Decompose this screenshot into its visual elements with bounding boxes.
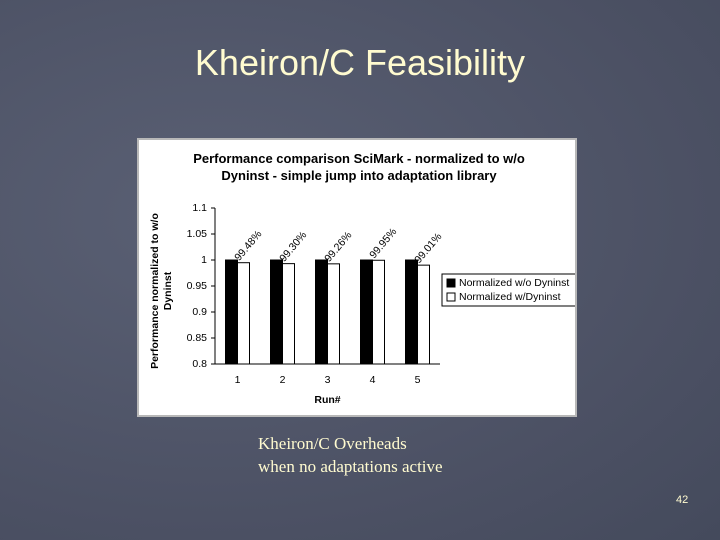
- bar: [372, 259, 385, 365]
- x-tick-label: 4: [370, 374, 376, 386]
- bar: [405, 259, 418, 365]
- value-label: 99.95%: [367, 226, 399, 261]
- caption: when no adaptations active: [258, 457, 443, 476]
- page-number: 42: [676, 494, 689, 506]
- x-axis-label: Run#: [314, 394, 340, 406]
- caption: Kheiron/C Overheads: [258, 434, 407, 453]
- x-tick-label: 2: [280, 374, 286, 386]
- x-tick-label: 3: [325, 374, 331, 386]
- y-tick-label: 0.85: [187, 332, 208, 344]
- legend-swatch: [446, 292, 456, 302]
- bar: [315, 259, 328, 365]
- y-tick-label: 1: [201, 254, 207, 266]
- bar: [237, 262, 250, 365]
- y-tick-label: 0.8: [192, 358, 207, 370]
- legend-swatch: [446, 278, 456, 288]
- y-tick-label: 0.9: [192, 306, 207, 318]
- value-label: 99.26%: [322, 229, 354, 264]
- chart-title: Performance comparison SciMark - normali…: [193, 151, 525, 183]
- x-tick-label: 1: [235, 374, 241, 386]
- value-label: 99.01%: [412, 231, 444, 266]
- legend-label: Normalized w/Dyninst: [459, 291, 561, 303]
- x-tick-label: 5: [415, 374, 421, 386]
- y-tick-label: 1.1: [192, 202, 207, 214]
- y-tick-label: 0.95: [187, 280, 208, 292]
- bar: [360, 259, 373, 365]
- chart: 0.8 0.85 0.9 0.95 1 1.05 1.1 1 99.48% 2 99.30% 3 99.…: [137, 138, 577, 417]
- bar: [225, 259, 238, 365]
- chart-svg: 0.8 0.85 0.9 0.95 1 1.05 1.1 1 99.48% 2 99.30% 3 99.…: [187, 202, 575, 406]
- bar: [270, 259, 283, 365]
- value-label: 99.30%: [277, 229, 309, 264]
- bar: [282, 263, 295, 365]
- y-tick-label: 1.05: [187, 228, 208, 240]
- legend-label: Normalized w/o Dyninst: [459, 277, 569, 289]
- y-axis-label: Performance normalized to w/o Dyninst: [149, 213, 174, 369]
- legend-box: [441, 273, 575, 307]
- value-label: 99.48%: [232, 228, 264, 263]
- bar: [327, 263, 340, 365]
- slide-title: Kheiron/C Feasibility: [194, 42, 526, 83]
- bar: [417, 264, 430, 365]
